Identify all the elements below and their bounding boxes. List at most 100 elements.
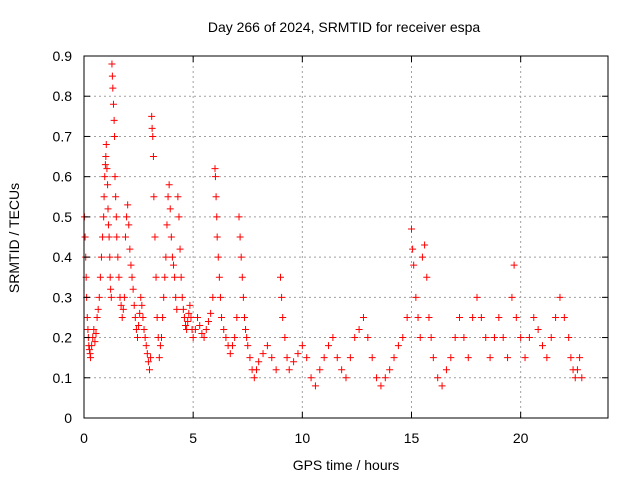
data-point bbox=[176, 245, 184, 253]
data-point bbox=[469, 313, 477, 321]
data-point bbox=[200, 334, 208, 342]
data-point bbox=[184, 317, 192, 325]
data-point bbox=[325, 342, 333, 350]
data-point bbox=[180, 313, 188, 321]
data-point bbox=[104, 205, 112, 213]
data-point bbox=[105, 233, 113, 241]
data-point bbox=[114, 253, 122, 261]
data-point bbox=[148, 112, 156, 120]
y-tick-label: 0.2 bbox=[53, 330, 73, 346]
data-point bbox=[175, 213, 183, 221]
data-point bbox=[279, 313, 287, 321]
data-point bbox=[477, 313, 485, 321]
data-point bbox=[139, 313, 147, 321]
data-point bbox=[211, 173, 219, 181]
data-point bbox=[103, 165, 111, 173]
data-point bbox=[486, 354, 494, 362]
data-point bbox=[92, 330, 100, 338]
data-point bbox=[298, 342, 306, 350]
data-point bbox=[95, 293, 103, 301]
data-point bbox=[473, 293, 481, 301]
data-point bbox=[530, 313, 538, 321]
data-point bbox=[131, 313, 139, 321]
data-point bbox=[115, 273, 123, 281]
data-point bbox=[394, 342, 402, 350]
data-point bbox=[278, 293, 286, 301]
y-tick-label: 0.9 bbox=[53, 48, 73, 64]
data-point bbox=[451, 334, 459, 342]
data-point bbox=[307, 374, 315, 382]
data-points bbox=[80, 60, 586, 390]
data-point bbox=[510, 261, 518, 269]
data-point bbox=[231, 334, 239, 342]
data-point bbox=[560, 313, 568, 321]
data-point bbox=[237, 253, 245, 261]
data-point bbox=[412, 293, 420, 301]
data-point bbox=[202, 326, 210, 334]
data-point bbox=[130, 301, 138, 309]
data-point bbox=[177, 273, 185, 281]
data-point bbox=[346, 354, 354, 362]
data-point bbox=[166, 205, 174, 213]
data-point bbox=[556, 293, 564, 301]
data-point bbox=[140, 326, 148, 334]
data-point bbox=[125, 221, 133, 229]
data-point bbox=[182, 321, 190, 329]
data-point bbox=[342, 374, 350, 382]
y-tick-label: 0.1 bbox=[53, 370, 73, 386]
data-point bbox=[149, 153, 157, 161]
data-point bbox=[178, 293, 186, 301]
data-point bbox=[111, 132, 119, 140]
data-point bbox=[521, 354, 529, 362]
data-point bbox=[418, 253, 426, 261]
data-point bbox=[268, 354, 276, 362]
x-tick-labels: 0 5 10 15 20 bbox=[80, 430, 529, 446]
data-point bbox=[111, 173, 119, 181]
data-point bbox=[576, 354, 584, 362]
data-point bbox=[191, 326, 199, 334]
data-point bbox=[179, 305, 187, 313]
data-point bbox=[160, 293, 168, 301]
data-point bbox=[285, 366, 293, 374]
data-point bbox=[164, 193, 172, 201]
data-point bbox=[172, 293, 180, 301]
data-point bbox=[209, 293, 217, 301]
data-point bbox=[547, 334, 555, 342]
data-point bbox=[429, 354, 437, 362]
data-point bbox=[126, 245, 134, 253]
data-point bbox=[390, 354, 398, 362]
data-point bbox=[146, 366, 153, 374]
y-tick-label: 0.4 bbox=[53, 249, 73, 265]
data-point bbox=[235, 213, 243, 221]
data-point bbox=[173, 305, 181, 313]
data-point bbox=[243, 334, 251, 342]
data-point bbox=[84, 326, 92, 334]
x-tick-label: 0 bbox=[80, 430, 88, 446]
data-point bbox=[83, 313, 91, 321]
data-point bbox=[148, 124, 156, 132]
data-point bbox=[244, 342, 252, 350]
data-point bbox=[207, 309, 215, 317]
data-point bbox=[198, 330, 206, 338]
data-point bbox=[204, 317, 212, 325]
data-point bbox=[152, 273, 160, 281]
data-point bbox=[252, 366, 260, 374]
data-point bbox=[147, 354, 155, 362]
data-point bbox=[416, 334, 424, 342]
data-point bbox=[377, 382, 385, 390]
data-point bbox=[110, 116, 118, 124]
data-point bbox=[186, 301, 194, 309]
data-point bbox=[283, 354, 291, 362]
data-point bbox=[87, 354, 95, 362]
data-point bbox=[133, 334, 141, 342]
data-point bbox=[113, 233, 121, 241]
data-point bbox=[456, 313, 464, 321]
data-point bbox=[238, 273, 246, 281]
data-point bbox=[213, 233, 221, 241]
data-point bbox=[263, 342, 271, 350]
data-point bbox=[106, 273, 114, 281]
data-point bbox=[525, 334, 533, 342]
data-point bbox=[338, 366, 346, 374]
data-point bbox=[565, 334, 573, 342]
